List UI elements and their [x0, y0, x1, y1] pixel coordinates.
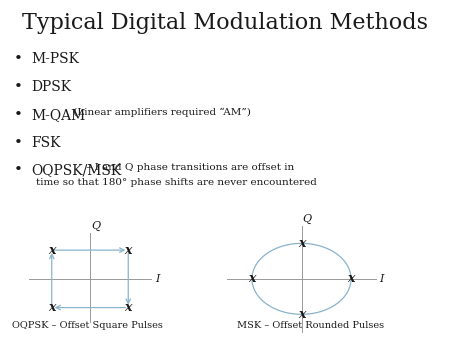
Text: •: • — [14, 163, 22, 177]
Text: Q: Q — [302, 214, 311, 224]
Text: •: • — [14, 52, 22, 66]
Text: x: x — [48, 301, 55, 314]
Text: MSK – Offset Rounded Pulses: MSK – Offset Rounded Pulses — [237, 320, 384, 330]
Text: M-PSK: M-PSK — [32, 52, 80, 66]
Text: OQPSK/MSK: OQPSK/MSK — [32, 163, 122, 177]
Text: Q: Q — [91, 221, 100, 231]
Text: DPSK: DPSK — [32, 80, 72, 94]
Text: x: x — [48, 244, 55, 257]
Text: FSK: FSK — [32, 136, 61, 149]
Text: •: • — [14, 136, 22, 149]
Text: •: • — [14, 108, 22, 122]
Text: I: I — [155, 274, 159, 284]
Text: x: x — [125, 301, 132, 314]
Text: x: x — [298, 308, 305, 321]
Text: time so that 180° phase shifts are never encountered: time so that 180° phase shifts are never… — [36, 178, 317, 187]
Text: I: I — [379, 274, 384, 284]
Text: x: x — [298, 237, 305, 250]
Text: M-QAM: M-QAM — [32, 108, 86, 122]
Text: (Linear amplifiers required “AM”): (Linear amplifiers required “AM”) — [70, 108, 251, 117]
Text: Typical Digital Modulation Methods: Typical Digital Modulation Methods — [22, 12, 428, 34]
Text: x: x — [125, 244, 132, 257]
Text: OQPSK – Offset Square Pulses: OQPSK – Offset Square Pulses — [12, 320, 163, 330]
Text: – I and Q phase transitions are offset in: – I and Q phase transitions are offset i… — [83, 163, 294, 172]
Text: •: • — [14, 80, 22, 94]
Text: x: x — [347, 272, 355, 285]
Text: x: x — [248, 272, 256, 285]
